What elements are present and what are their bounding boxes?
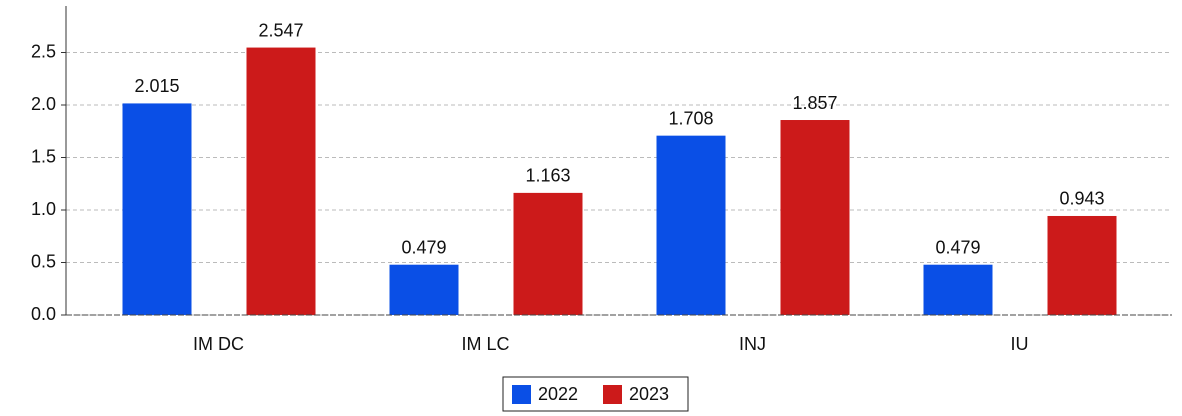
legend-swatch	[603, 385, 622, 404]
x-tick-label: IM LC	[461, 334, 509, 354]
bar	[656, 135, 726, 315]
legend-box	[502, 376, 689, 412]
y-tick-label: 1.5	[31, 146, 56, 166]
data-label: 0.479	[401, 237, 446, 257]
data-label: 2.547	[258, 20, 303, 40]
bar	[513, 192, 583, 315]
data-label: 1.857	[792, 93, 837, 113]
y-tick-label: 2.5	[31, 41, 56, 61]
data-label: 1.708	[668, 108, 713, 128]
legend-label: 2023	[629, 384, 669, 404]
bar	[389, 264, 459, 315]
y-tick-label: 0.0	[31, 304, 56, 324]
y-tick-label: 2.0	[31, 94, 56, 114]
bar	[923, 264, 993, 315]
data-label: 1.163	[525, 166, 570, 186]
x-tick-label: IM DC	[193, 334, 244, 354]
bar	[1047, 215, 1117, 315]
bar	[246, 47, 316, 315]
legend-swatch	[512, 385, 531, 404]
y-tick-label: 0.5	[31, 251, 56, 271]
legend-label: 2022	[538, 384, 578, 404]
data-label: 0.479	[935, 237, 980, 257]
y-tick-label: 1.0	[31, 199, 56, 219]
bar	[122, 103, 192, 315]
data-label: 2.015	[134, 76, 179, 96]
data-label: 0.943	[1059, 189, 1104, 209]
x-tick-label: INJ	[739, 334, 766, 354]
x-tick-label: IU	[1011, 334, 1029, 354]
bar	[780, 120, 850, 315]
